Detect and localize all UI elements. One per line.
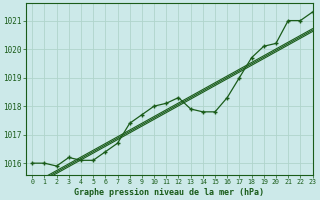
X-axis label: Graphe pression niveau de la mer (hPa): Graphe pression niveau de la mer (hPa)	[74, 188, 264, 197]
